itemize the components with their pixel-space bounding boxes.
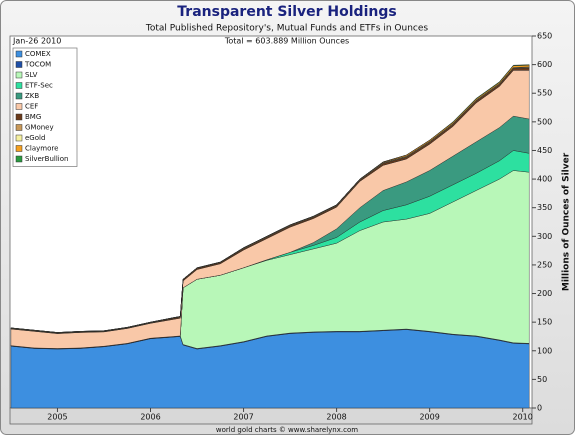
x-tick-label: 2005 (47, 413, 67, 422)
legend-label: GMoney (25, 124, 54, 132)
legend-swatch (15, 134, 23, 142)
legend-swatch (15, 103, 23, 110)
y-tick-label: 0 (537, 404, 542, 413)
y-tick-label: 300 (537, 232, 552, 241)
legend-swatch (15, 82, 23, 89)
y-axis-label: Millions of Ounces of Silver (562, 152, 572, 291)
y-tick-label: 450 (537, 146, 552, 155)
y-tick-label: 550 (537, 89, 552, 98)
legend-label: ETF-Sec (25, 82, 53, 90)
legend-label: ZKB (25, 92, 39, 100)
area (10, 64, 530, 333)
areas (10, 64, 530, 409)
date-label: Jan-26 2010 (12, 37, 61, 46)
total-label: Total = 603.889 Million Ounces (224, 37, 349, 46)
x-axis-band (9, 407, 533, 425)
footer: world gold charts © www.sharelynx.com (216, 426, 358, 434)
x-tick-label: 2006 (140, 413, 160, 422)
y-tick-label: 150 (537, 318, 552, 327)
legend-label: SilverBullion (25, 155, 68, 163)
legend-swatch (15, 113, 23, 121)
chart-title: Transparent Silver Holdings (177, 4, 396, 20)
legend-label: BMG (25, 113, 41, 121)
y-tick-label: 50 (537, 375, 547, 384)
subtitle: Total Published Repository's, Mutual Fun… (145, 24, 428, 34)
legend-swatch (15, 61, 23, 68)
y-tick-label: 100 (537, 346, 552, 355)
y-tick-label: 400 (537, 175, 552, 184)
legend-label: SLV (25, 71, 38, 79)
legend-swatch (15, 71, 23, 79)
y-tick-label: 500 (537, 117, 552, 126)
legend-swatch (15, 155, 23, 163)
legend-swatch (15, 124, 23, 131)
legend-box (12, 47, 78, 167)
y-tick-label: 350 (537, 203, 552, 212)
y-tick-label: 600 (537, 60, 552, 69)
x-tick-label: 2007 (233, 413, 253, 422)
legend-label: CEF (25, 103, 38, 111)
y-tick-label: 200 (537, 289, 552, 298)
legend-label: eGold (25, 134, 45, 142)
legend-swatch (15, 92, 23, 100)
x-tick-label: 2010 (513, 413, 533, 422)
y-tick-label: 650 (537, 32, 552, 41)
y-tick-label: 250 (537, 260, 552, 269)
x-tick-label: 2009 (419, 413, 439, 422)
legend-label: Claymore (25, 145, 58, 153)
legend-label: COMEX (25, 50, 51, 58)
legend-swatch (15, 145, 23, 152)
x-tick-label: 2008 (326, 413, 346, 422)
legend-label: TOCOM (24, 61, 51, 69)
legend-swatch (15, 50, 23, 58)
